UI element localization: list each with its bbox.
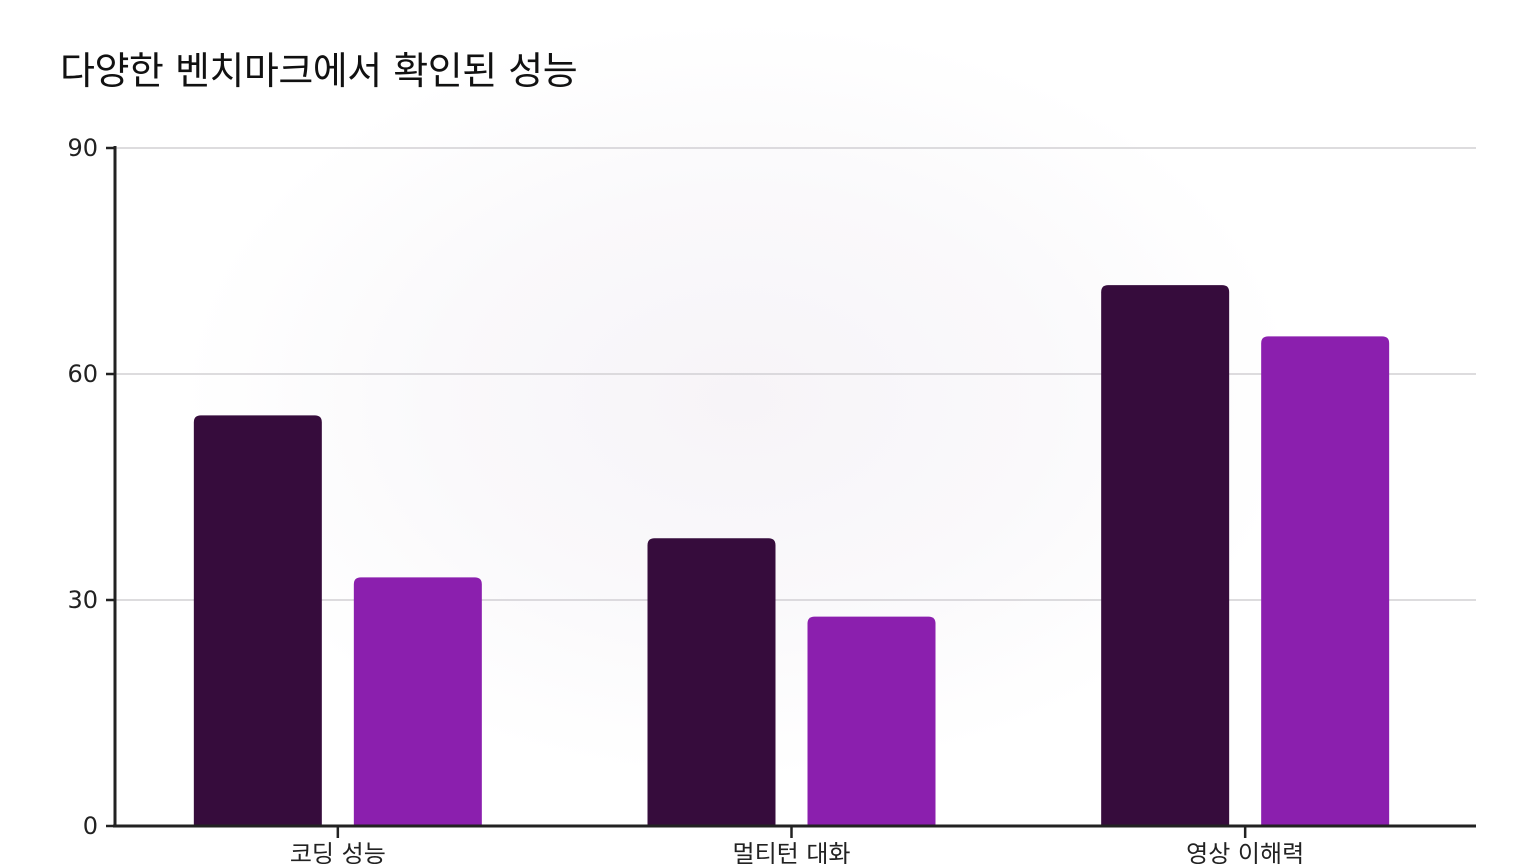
x-tick-label-3: 영상 이해력 bbox=[1186, 840, 1304, 864]
y-tick-label-0: 0 bbox=[83, 812, 98, 840]
bar-series2-cat1 bbox=[353, 577, 482, 826]
axes bbox=[106, 146, 1476, 838]
bar-series2-cat2 bbox=[807, 616, 936, 826]
bar-series2-cat3 bbox=[1261, 336, 1390, 826]
gridlines bbox=[115, 147, 1476, 601]
y-tick-label-60: 60 bbox=[67, 360, 98, 388]
bars bbox=[193, 285, 1390, 826]
y-tick-label-30: 30 bbox=[67, 586, 98, 614]
x-tick-label-1: 코딩 성능 bbox=[290, 840, 386, 864]
tick-labels: 0 30 60 90 코딩 성능 멀티턴 대화 영상 이해력 bbox=[67, 134, 1304, 864]
x-tick-label-2: 멀티턴 대화 bbox=[732, 840, 850, 864]
y-tick-label-90: 90 bbox=[67, 134, 98, 162]
bar-series1-cat1 bbox=[193, 415, 322, 826]
chart-title: 다양한 벤치마크에서 확인된 성능 bbox=[60, 49, 578, 93]
bar-series1-cat3 bbox=[1101, 285, 1230, 826]
bar-series1-cat2 bbox=[647, 538, 776, 826]
